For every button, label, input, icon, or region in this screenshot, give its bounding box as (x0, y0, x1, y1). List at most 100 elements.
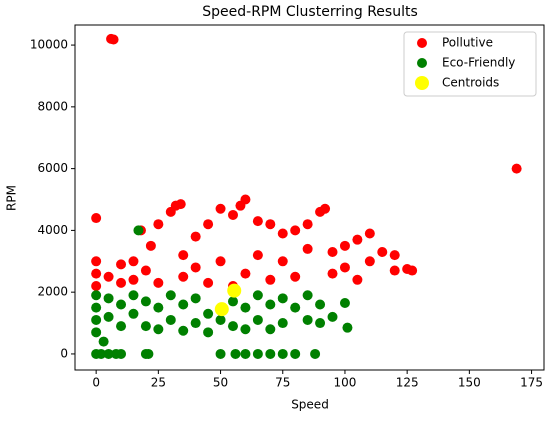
point (290, 348, 301, 359)
point (153, 302, 164, 313)
point (277, 228, 288, 239)
legend-box (403, 31, 537, 97)
x-axis-label: Speed (291, 398, 329, 412)
legend-marker (417, 38, 427, 48)
point (352, 234, 363, 245)
point (227, 296, 238, 307)
y-tick-label: 6000 (37, 161, 68, 175)
point (91, 290, 102, 301)
point (310, 348, 321, 359)
point (215, 314, 226, 325)
x-tick-label: 50 (213, 376, 228, 390)
point (265, 219, 276, 230)
point (108, 34, 119, 45)
point (327, 247, 338, 258)
point (128, 308, 139, 319)
point (342, 322, 353, 333)
point (290, 302, 301, 313)
point (153, 324, 164, 335)
point (277, 318, 288, 329)
y-tick-label: 4000 (37, 223, 68, 237)
point (265, 348, 276, 359)
legend-marker (415, 76, 429, 90)
point (290, 271, 301, 282)
y-tick-label: 8000 (37, 99, 68, 113)
point (327, 311, 338, 322)
point (240, 348, 251, 359)
point (190, 318, 201, 329)
point (215, 203, 226, 214)
point (103, 271, 114, 282)
point (175, 199, 186, 210)
plot-frame (74, 24, 545, 371)
point (302, 219, 313, 230)
point (91, 213, 102, 224)
point (315, 299, 326, 310)
point (302, 314, 313, 325)
point (227, 209, 238, 220)
point (265, 324, 276, 335)
point (240, 302, 251, 313)
point (178, 299, 189, 310)
point (178, 250, 189, 261)
point (265, 299, 276, 310)
point (190, 262, 201, 273)
point (91, 256, 102, 267)
point (215, 256, 226, 267)
point (153, 219, 164, 230)
x-tick-label: 100 (334, 376, 357, 390)
point (116, 259, 127, 270)
point (178, 325, 189, 336)
point (128, 274, 139, 285)
point (165, 314, 176, 325)
point (227, 283, 242, 298)
point (140, 296, 151, 307)
point (128, 256, 139, 267)
point (116, 348, 127, 359)
point (165, 290, 176, 301)
point (133, 225, 144, 236)
point (103, 311, 114, 322)
point (265, 274, 276, 285)
point (203, 308, 214, 319)
point (178, 271, 189, 282)
point (240, 194, 251, 205)
point (116, 277, 127, 288)
legend-label: Centroids (442, 76, 499, 90)
y-axis-label: RPM (5, 185, 19, 211)
point (98, 336, 109, 347)
point (277, 293, 288, 304)
point (91, 268, 102, 279)
point (302, 290, 313, 301)
point (407, 265, 418, 276)
y-tick-label: 0 (60, 346, 68, 360)
point (339, 297, 350, 308)
point (214, 302, 229, 317)
point (277, 256, 288, 267)
point (203, 219, 214, 230)
point (103, 293, 114, 304)
point (277, 348, 288, 359)
point (252, 348, 263, 359)
point (145, 240, 156, 251)
point (389, 250, 400, 261)
y-tick-label: 2000 (37, 285, 68, 299)
point (240, 324, 251, 335)
point (91, 327, 102, 338)
point (153, 277, 164, 288)
legend-marker (417, 58, 427, 68)
point (290, 225, 301, 236)
point (240, 268, 251, 279)
point (91, 280, 102, 291)
point (327, 268, 338, 279)
legend-label: Eco-Friendly (442, 56, 515, 70)
chart-title: Speed-RPM Clusterring Results (202, 4, 418, 20)
x-tick-label: 0 (92, 376, 100, 390)
point (339, 262, 350, 273)
x-tick-label: 150 (458, 376, 481, 390)
point (364, 256, 375, 267)
point (320, 203, 331, 214)
point (339, 240, 350, 251)
point (252, 314, 263, 325)
point (91, 302, 102, 313)
